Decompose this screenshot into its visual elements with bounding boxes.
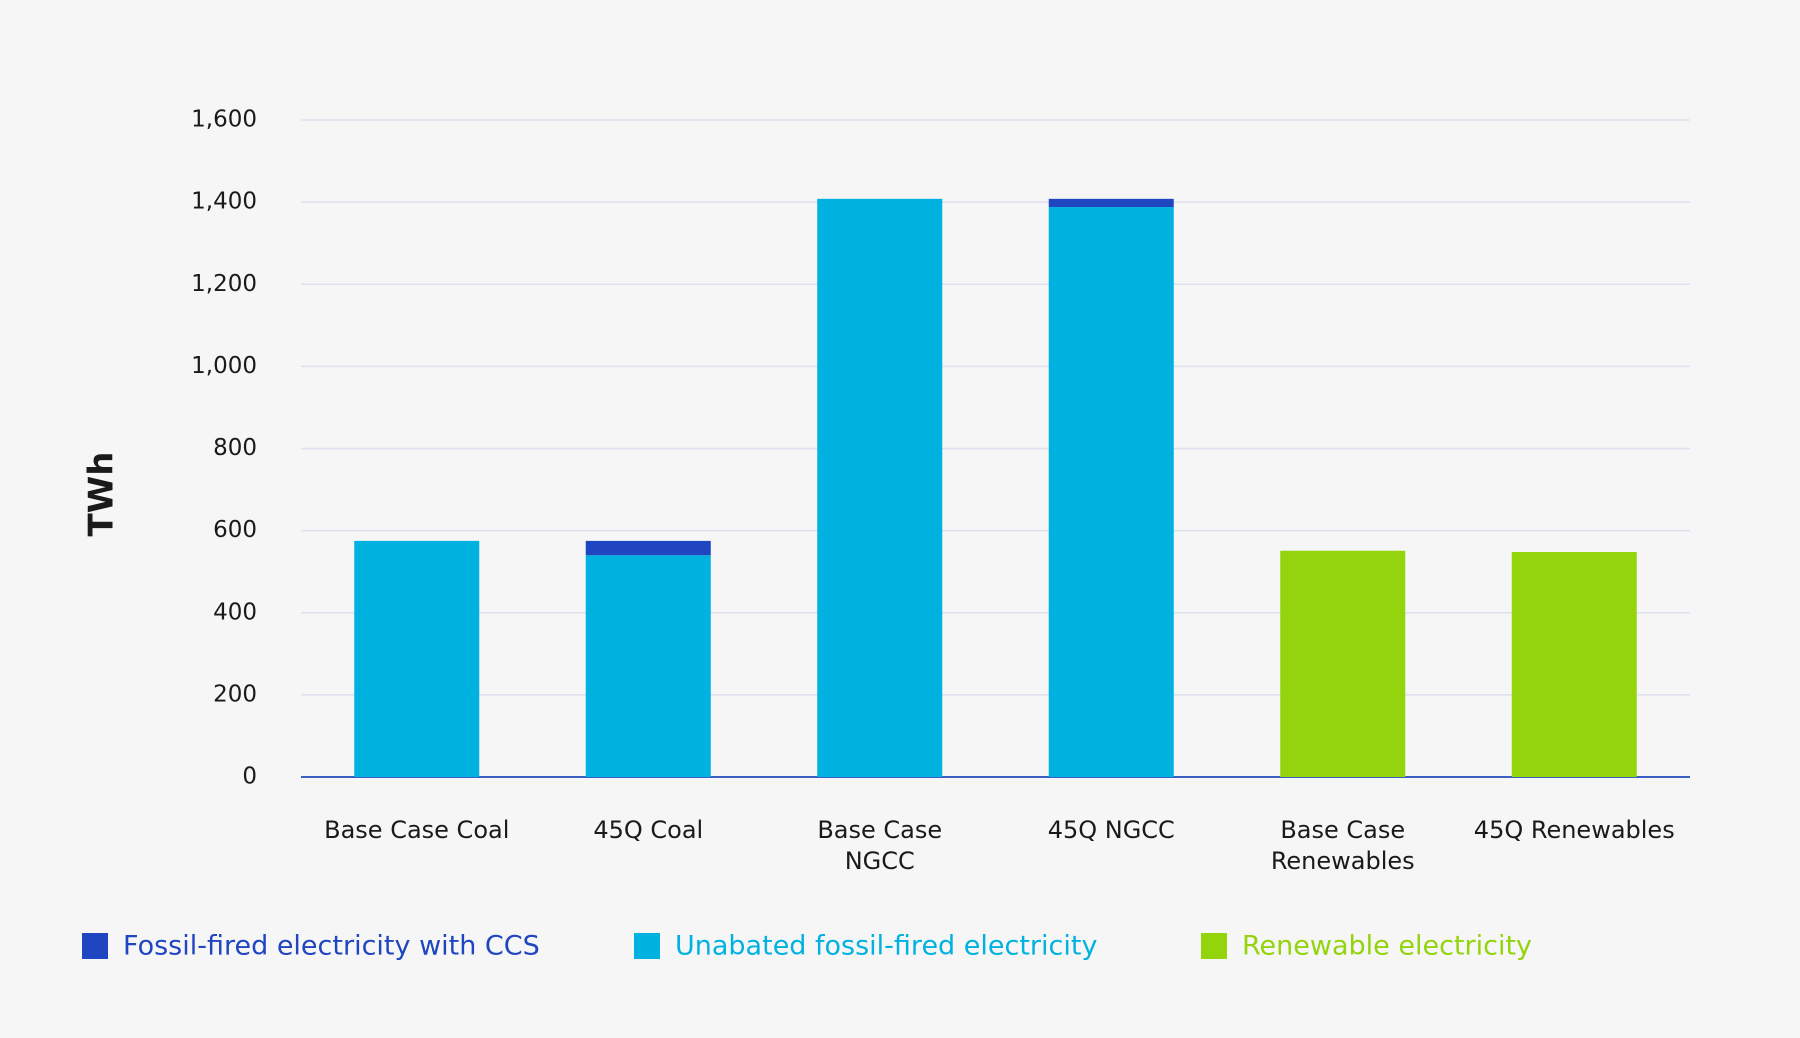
bar-segment bbox=[354, 540, 480, 777]
bar-segment bbox=[1511, 551, 1637, 777]
legend-label: Renewable electricity bbox=[1242, 931, 1532, 962]
bar-segment bbox=[817, 198, 943, 778]
legend-label: Fossil-fired electricity with CCS bbox=[123, 931, 540, 962]
bar-segment bbox=[1280, 550, 1406, 777]
x-tick-label: 45Q NGCC bbox=[1048, 816, 1175, 844]
legend-swatch bbox=[634, 933, 660, 959]
y-tick-label: 1,600 bbox=[191, 107, 257, 133]
x-tick-label: Base Case NGCC bbox=[817, 816, 942, 875]
y-tick-label: 200 bbox=[213, 681, 257, 707]
bar-segment bbox=[585, 540, 711, 556]
x-tick-label: 45Q Coal bbox=[593, 816, 703, 844]
x-tick-label: Base Case Coal bbox=[324, 816, 509, 844]
y-tick-label: 0 bbox=[242, 764, 257, 790]
y-tick-label: 1,200 bbox=[191, 271, 257, 297]
x-tick-label: 45Q Renewables bbox=[1474, 816, 1675, 844]
bar-segment bbox=[1048, 198, 1174, 208]
y-tick-label: 400 bbox=[213, 599, 257, 625]
legend-label: Unabated fossil-fired electricity bbox=[675, 931, 1097, 962]
x-tick-label: Base Case Renewables bbox=[1271, 816, 1415, 875]
legend-swatch bbox=[1201, 933, 1227, 959]
bar-segment bbox=[1048, 207, 1174, 778]
y-tick-label: 600 bbox=[213, 517, 257, 543]
bar-segment bbox=[585, 555, 711, 777]
y-tick-label: 1,400 bbox=[191, 189, 257, 215]
legend-swatch bbox=[82, 933, 108, 959]
y-axis-label: TWh bbox=[82, 452, 122, 537]
y-tick-label: 800 bbox=[213, 435, 257, 461]
y-tick-label: 1,000 bbox=[191, 353, 257, 379]
